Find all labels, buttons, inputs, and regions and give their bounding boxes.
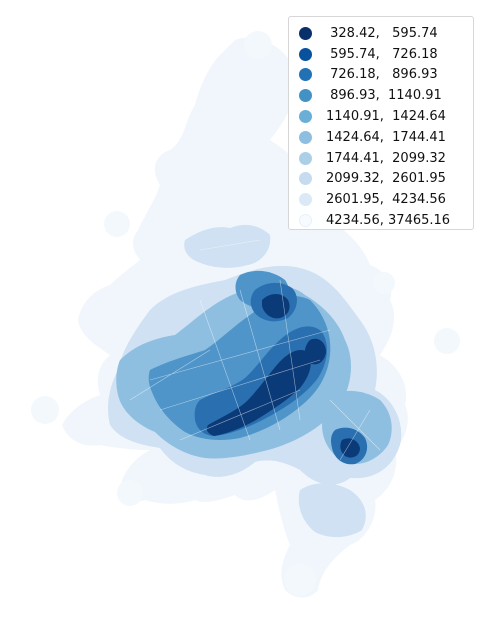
legend-label: 1140.91, 1424.64 — [326, 109, 446, 125]
legend-row-10: 4234.56, 37465.16 — [299, 210, 473, 231]
legend-row-3: 726.18, 896.93 — [299, 65, 473, 86]
district-boundaries — [129, 239, 381, 461]
legend-row-5: 1140.91, 1424.64 — [299, 106, 473, 127]
legend-label: 1744.41, 2099.32 — [326, 150, 446, 166]
legend-marker — [299, 172, 312, 186]
legend-label: 328.42, 595.74 — [326, 25, 438, 41]
legend-label: 2601.95, 4234.56 — [326, 192, 446, 208]
legend-row-4: 896.93, 1140.91 — [299, 85, 473, 106]
legend-row-6: 1424.64, 1744.41 — [299, 127, 473, 148]
legend-row-7: 1744.41, 2099.32 — [299, 148, 473, 169]
map-legend: 328.42, 595.74 595.74, 726.18 726.18, 89… — [288, 16, 474, 230]
legend-row-9: 2601.95, 4234.56 — [299, 189, 473, 210]
region-darkest — [206, 294, 360, 458]
outlying-bubbles — [31, 31, 460, 596]
legend-marker — [299, 130, 312, 144]
legend-row-2: 595.74, 726.18 — [299, 44, 473, 65]
legend-marker — [299, 47, 312, 61]
legend-marker — [299, 89, 312, 103]
legend-label: 2099.32, 2601.95 — [326, 171, 446, 187]
legend-label: 4234.56, 37465.16 — [326, 213, 451, 229]
legend-row-8: 2099.32, 2601.95 — [299, 169, 473, 190]
legend-marker — [299, 110, 312, 124]
legend-label: 726.18, 896.93 — [326, 67, 438, 83]
legend-marker — [299, 26, 312, 40]
legend-label: 595.74, 726.18 — [326, 46, 438, 62]
legend-marker — [299, 68, 312, 82]
legend-label: 1424.64, 1744.41 — [326, 129, 446, 145]
legend-marker — [299, 214, 312, 228]
legend-marker — [299, 193, 312, 207]
legend-row-1: 328.42, 595.74 — [299, 23, 473, 44]
legend-label: 896.93, 1140.91 — [326, 88, 442, 104]
legend-marker — [299, 151, 312, 165]
